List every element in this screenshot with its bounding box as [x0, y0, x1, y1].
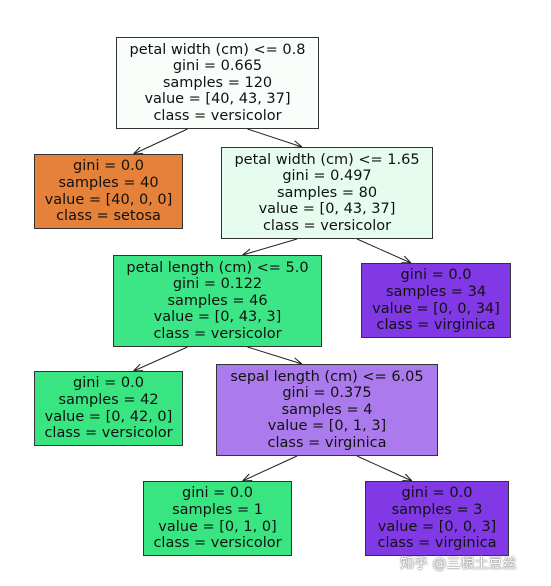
- tree-node-n5: gini = 0.0 samples = 42 value = [0, 42, 0]…: [34, 371, 183, 446]
- node-line: samples = 34: [385, 283, 487, 300]
- node-line: petal length (cm) <= 5.0: [126, 259, 309, 276]
- node-line: gini = 0.0: [400, 267, 472, 284]
- node-line: value = [40, 0, 0]: [44, 191, 173, 208]
- node-line: class = versicolor: [153, 107, 282, 124]
- edge-n6-n7: [243, 455, 298, 481]
- node-line: value = [0, 0, 3]: [377, 518, 497, 535]
- node-line: class = versicolor: [44, 425, 173, 442]
- node-line: class = virginica: [376, 317, 496, 334]
- node-line: class = setosa: [56, 208, 161, 225]
- node-line: gini = 0.122: [172, 276, 263, 293]
- node-line: samples = 42: [58, 391, 159, 408]
- edge-n2-n4: [356, 238, 411, 263]
- node-line: gini = 0.665: [172, 58, 263, 75]
- edge-n6-n8: [356, 455, 412, 481]
- node-line: value = [40, 43, 37]: [144, 91, 291, 108]
- tree-node-n4: gini = 0.0 samples = 34 value = [0, 0, 34]…: [361, 263, 511, 338]
- tree-node-n0: petal width (cm) <= 0.8 gini = 0.665 sampl…: [116, 37, 319, 129]
- tree-node-n1: gini = 0.0 samples = 40 value = [40, 0, 0]…: [34, 154, 183, 229]
- node-line: gini = 0.497: [282, 168, 372, 185]
- edge-n0-n2: [247, 128, 303, 147]
- node-line: gini = 0.0: [401, 485, 473, 502]
- node-line: gini = 0.0: [73, 375, 144, 392]
- node-line: petal width (cm) <= 1.65: [234, 151, 420, 168]
- node-line: value = [0, 1, 0]: [158, 518, 277, 535]
- node-line: class = virginica: [267, 434, 387, 451]
- node-line: gini = 0.0: [73, 158, 144, 175]
- edge-n3-n5: [134, 346, 188, 371]
- node-line: value = [0, 43, 37]: [258, 201, 396, 218]
- node-line: samples = 120: [162, 74, 273, 91]
- node-line: class = versicolor: [153, 535, 282, 552]
- node-line: value = [0, 0, 34]: [372, 300, 500, 317]
- node-line: class = versicolor: [153, 325, 282, 342]
- node-line: samples = 80: [276, 184, 378, 201]
- node-line: value = [0, 43, 3]: [153, 309, 282, 326]
- node-line: samples = 1: [172, 501, 263, 518]
- node-line: samples = 46: [167, 292, 268, 309]
- node-line: gini = 0.375: [282, 385, 372, 402]
- tree-node-n2: petal width (cm) <= 1.65 gini = 0.497 samp…: [221, 147, 433, 239]
- node-line: samples = 40: [58, 174, 159, 191]
- node-line: value = [0, 1, 3]: [267, 418, 387, 435]
- tree-node-n7: gini = 0.0 samples = 1 value = [0, 1, 0] cl…: [143, 481, 292, 556]
- tree-node-n8: gini = 0.0 samples = 3 value = [0, 0, 3] cl…: [365, 481, 509, 556]
- edge-n2-n3: [243, 238, 298, 255]
- node-line: sepal length (cm) <= 6.05: [230, 368, 424, 385]
- tree-node-n6: sepal length (cm) <= 6.05 gini = 0.375 sam…: [216, 364, 438, 456]
- node-line: value = [0, 42, 0]: [44, 408, 173, 425]
- edge-n3-n6: [247, 346, 303, 364]
- tree-node-n3: petal length (cm) <= 5.0 gini = 0.122 samp…: [113, 255, 322, 347]
- node-line: samples = 4: [281, 401, 373, 418]
- watermark: 知乎 @三根土豆丝: [400, 556, 517, 572]
- node-line: petal width (cm) <= 0.8: [129, 41, 306, 58]
- node-line: gini = 0.0: [182, 485, 253, 502]
- node-line: class = versicolor: [262, 217, 392, 234]
- node-line: class = virginica: [377, 535, 497, 552]
- edge-n0-n1: [134, 128, 188, 154]
- node-line: samples = 3: [391, 501, 483, 518]
